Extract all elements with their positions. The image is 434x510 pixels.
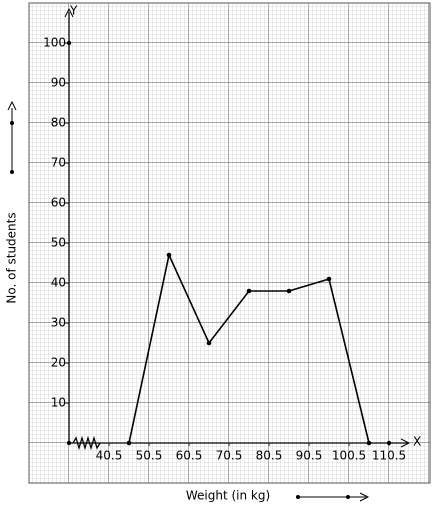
- x-tick-label: 80.5: [256, 449, 283, 463]
- y-tick-label: 60: [51, 196, 66, 210]
- y-tick-label: 70: [51, 156, 66, 170]
- x-tick-label: 70.5: [216, 449, 243, 463]
- y-tick-label: 30: [51, 316, 66, 330]
- data-point: [166, 252, 172, 258]
- y-tick-label: 80: [51, 116, 66, 130]
- graph-paper-major: [28, 2, 431, 484]
- x-tick-label: 60.5: [176, 449, 203, 463]
- y-axis-name: Y: [69, 4, 78, 18]
- y-tick-label: 40: [51, 276, 66, 290]
- x-tick-label: 100.5: [332, 449, 366, 463]
- y-tick-label: 50: [51, 236, 66, 250]
- data-point: [126, 440, 132, 446]
- y-tick-label: 100: [43, 36, 66, 50]
- x-tick-label: 40.5: [96, 449, 123, 463]
- y-axis-label: No. of students: [5, 212, 19, 303]
- origin-dot: [66, 440, 72, 446]
- x-axis-name: X: [413, 435, 421, 449]
- x-tick-label: 110.5: [372, 449, 406, 463]
- decor-dots: [10, 121, 350, 499]
- x-tick-label: 90.5: [296, 449, 323, 463]
- y-tick-label: 90: [51, 76, 66, 90]
- data-point: [246, 288, 252, 294]
- y-tick-label: 20: [51, 356, 66, 370]
- y-arrow: [64, 7, 74, 18]
- data-point: [206, 340, 212, 346]
- axis-break: [72, 435, 101, 451]
- data-point: [326, 276, 332, 282]
- x-tick-label: 50.5: [136, 449, 163, 463]
- data-point: [366, 440, 372, 446]
- data-point: [286, 288, 292, 294]
- y-tick-label: 10: [51, 396, 66, 410]
- x-axis-label: Weight (in kg): [186, 489, 270, 503]
- x-arrow: [400, 438, 411, 448]
- decor-arrows: [7, 100, 370, 502]
